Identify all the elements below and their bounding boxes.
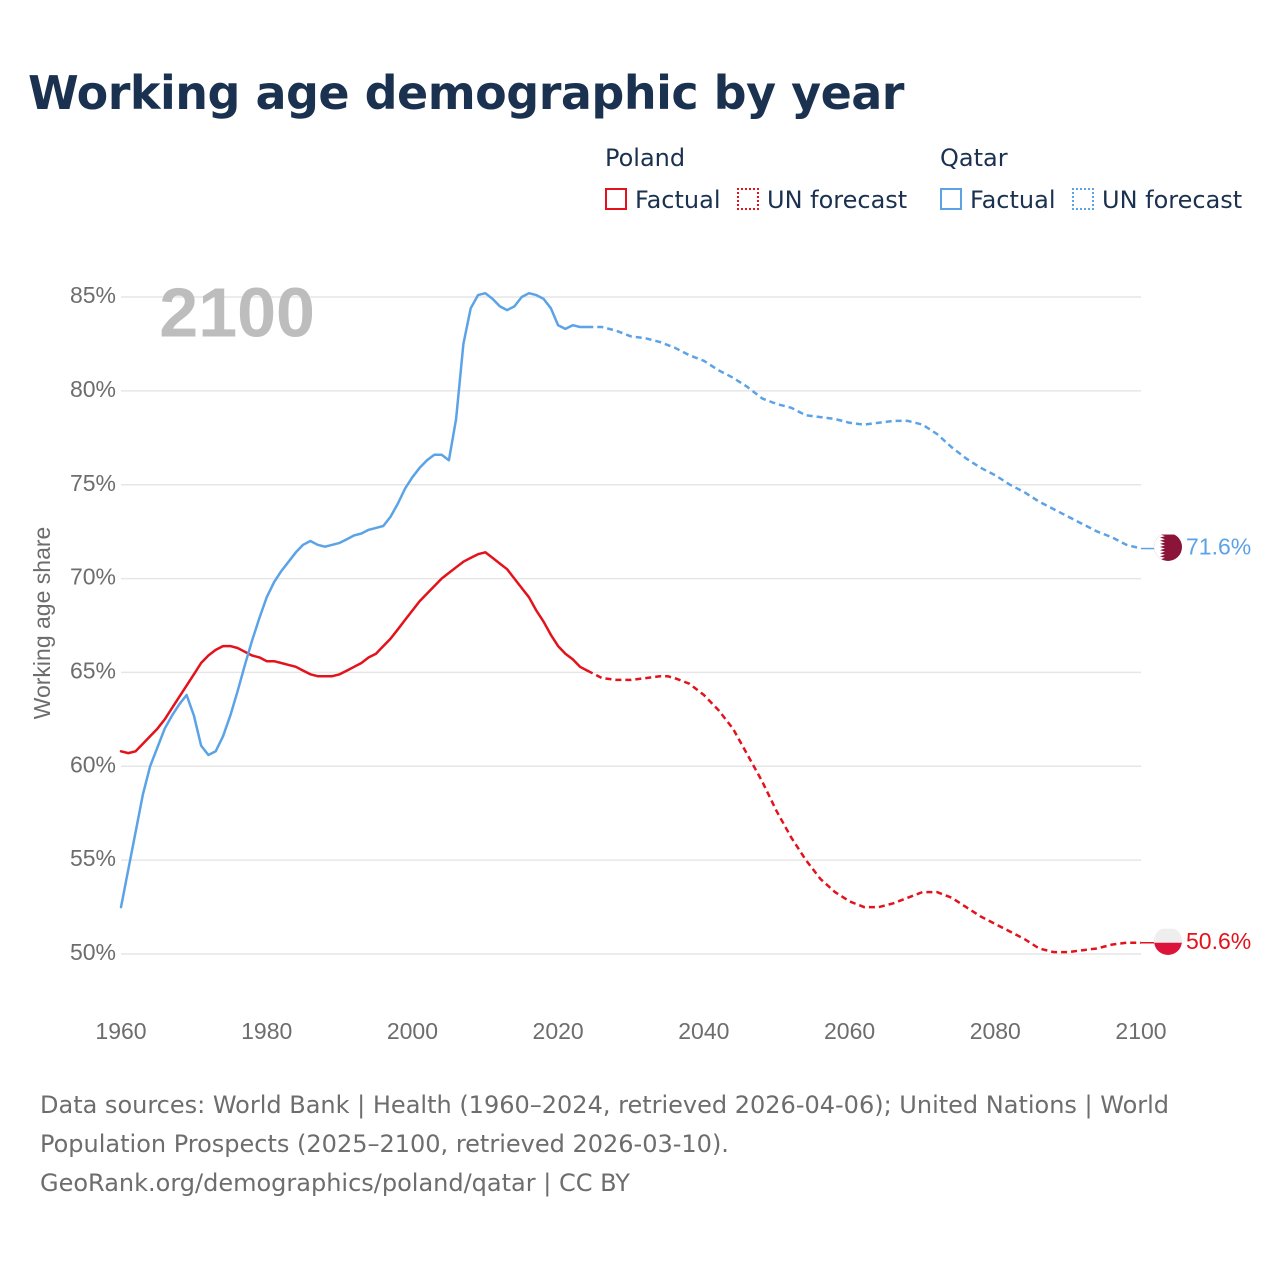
y-tick-label: 80% (70, 376, 116, 402)
y-tick-label: 50% (70, 939, 116, 965)
x-tick-label: 2040 (678, 1018, 729, 1044)
legend-qatar: Qatar Factual UN forecast (940, 144, 1260, 224)
x-tick-label: 1980 (241, 1018, 292, 1044)
series-lines (119, 291, 1142, 954)
chart-title: Working age demographic by year (28, 66, 905, 120)
series-line-qatar-factual[interactable] (119, 291, 589, 909)
x-tick-label: 2000 (387, 1018, 438, 1044)
dotted-swatch-icon (737, 188, 759, 210)
x-tick-label: 2020 (533, 1018, 584, 1044)
dotted-swatch-icon (1072, 188, 1094, 210)
legend-qatar-factual-label: Factual (970, 186, 1056, 214)
solid-swatch-icon (605, 188, 627, 210)
x-tick-label: 2060 (824, 1018, 875, 1044)
legend-qatar-forecast-label: UN forecast (1102, 186, 1243, 214)
y-tick-label: 65% (70, 658, 116, 684)
y-tick-label: 55% (70, 845, 116, 871)
legend-poland: Poland Factual UN forecast (605, 144, 925, 224)
legend-qatar-title: Qatar (940, 144, 1008, 172)
series-line-qatar-forecast[interactable] (587, 325, 1142, 550)
qatar-flag-icon (1154, 534, 1182, 561)
footer-credit: GeoRank.org/demographics/poland/qatar | … (40, 1169, 630, 1197)
legend-poland-title: Poland (605, 144, 686, 172)
x-tick-label: 2080 (970, 1018, 1021, 1044)
x-tick-label: 1960 (95, 1018, 146, 1044)
year-watermark: 2100 (159, 273, 315, 351)
series-line-poland-factual[interactable] (119, 551, 589, 755)
footer: Data sources: World Bank | Health (1960–… (40, 1086, 1240, 1203)
poland-flag-icon (1154, 928, 1182, 955)
x-tick-label: 2100 (1115, 1018, 1166, 1044)
end-value-label-poland: 50.6% (1186, 928, 1251, 954)
footer-sources: Data sources: World Bank | Health (1960–… (40, 1091, 1170, 1158)
end-value-label-qatar: 71.6% (1186, 534, 1251, 560)
legend-poland-forecast-label: UN forecast (767, 186, 908, 214)
end-markers: 50.6% 71.6% (1141, 534, 1251, 955)
line-chart: 50% 55% 60% 65% 70% 75% 80% 85% 1960 1980 2000 202… (29, 273, 1251, 1044)
y-axis: 50% 55% 60% 65% 70% 75% 80% 85% (70, 282, 116, 965)
legend-poland-factual-label: Factual (635, 186, 721, 214)
y-tick-label: 60% (70, 751, 116, 777)
series-line-poland-forecast[interactable] (586, 669, 1141, 954)
y-tick-label: 75% (70, 470, 116, 496)
y-tick-label: 85% (70, 282, 116, 308)
solid-swatch-icon (940, 188, 962, 210)
x-axis: 1960 1980 2000 2020 2040 2060 2080 2100 (95, 1018, 1166, 1044)
grid-lines (121, 296, 1141, 955)
y-axis-label: Working age share (29, 527, 55, 720)
y-tick-label: 70% (70, 564, 116, 590)
